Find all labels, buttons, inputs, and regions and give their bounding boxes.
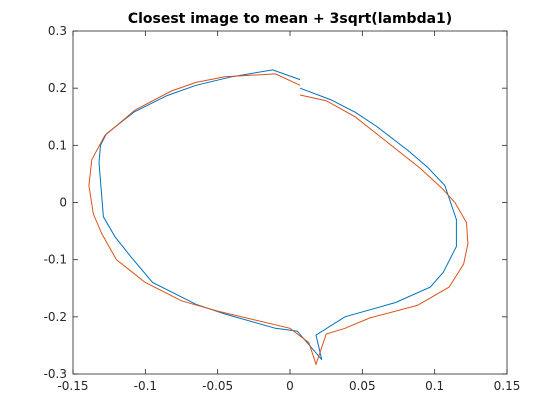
- x-tick-label: 0.15: [494, 379, 521, 393]
- y-tick-label: -0.2: [44, 310, 67, 324]
- plot-area: -0.15 -0.1 -0.05 0 0.05 0.1 0.15 -0.3 -0.2 -0.1 0 0…: [44, 24, 521, 393]
- y-tick-label: 0: [59, 196, 67, 210]
- series-line-2: [88, 73, 469, 366]
- y-tick-label: 0.1: [48, 138, 67, 152]
- x-tick-label: -0.1: [134, 379, 157, 393]
- y-tick-label: -0.1: [44, 253, 67, 267]
- y-tick-label: 0.3: [48, 24, 67, 38]
- series-line-1: [98, 69, 457, 361]
- x-tick-label: 0.05: [349, 379, 376, 393]
- x-tick-label: -0.05: [202, 379, 233, 393]
- x-tick-label: 0.1: [425, 379, 444, 393]
- y-tick-label: 0.2: [48, 81, 67, 95]
- chart-title: Closest image to mean + 3sqrt(lambda1): [128, 11, 452, 27]
- y-tick-label: -0.3: [44, 367, 67, 381]
- x-tick-label: 0: [286, 379, 294, 393]
- x-tick-label: -0.15: [57, 379, 88, 393]
